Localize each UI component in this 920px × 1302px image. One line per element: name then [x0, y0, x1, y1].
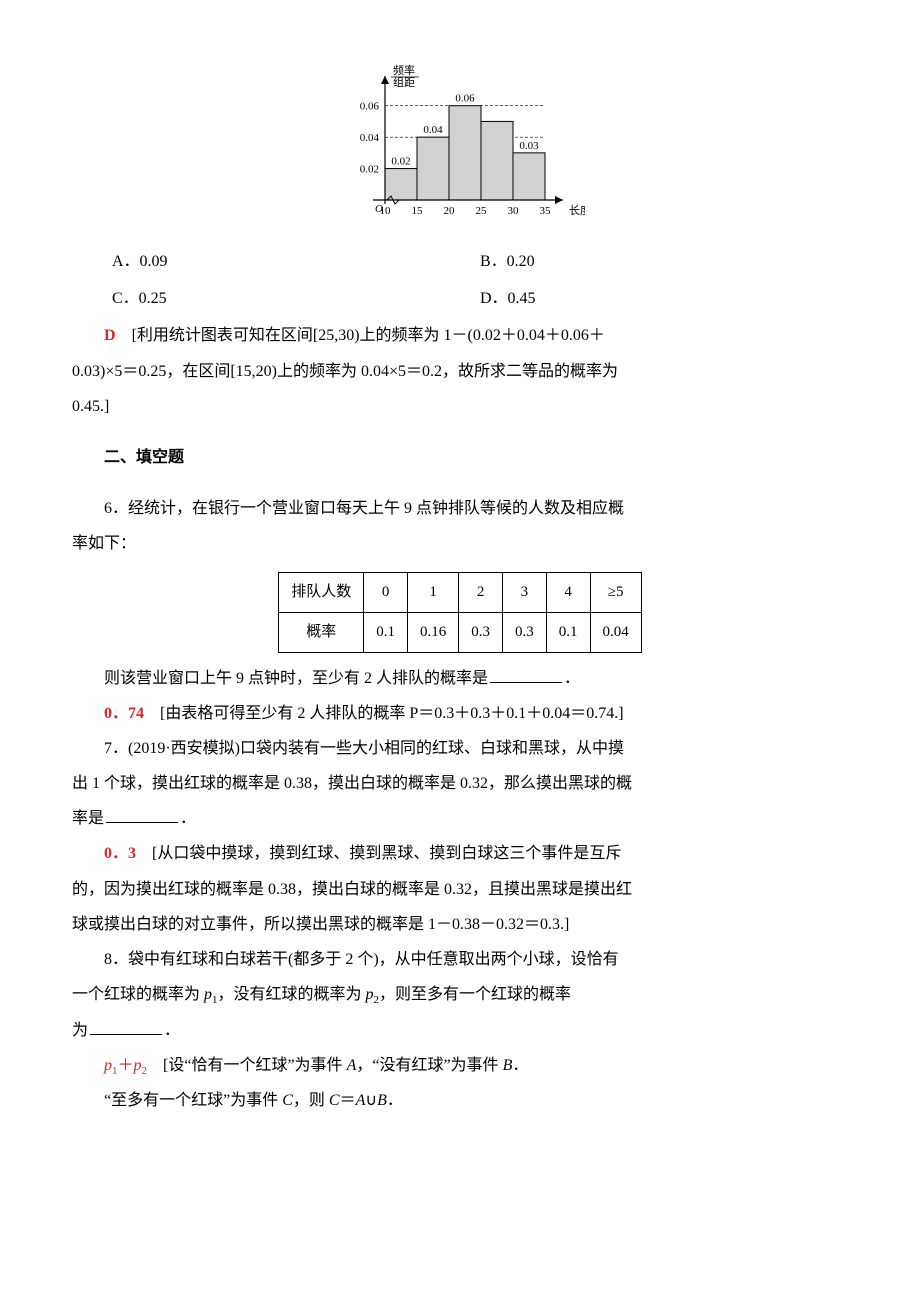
th-0: 排队人数: [279, 572, 364, 612]
svg-text:20: 20: [444, 205, 456, 217]
svg-text:0.04: 0.04: [360, 132, 380, 144]
ans-p2: p: [134, 1057, 142, 1074]
td-6: 0.04: [590, 612, 641, 652]
th-5: 4: [546, 572, 590, 612]
q8-ans-t1b: ，“没有红球”为事件: [356, 1057, 502, 1074]
q7-answer-line1: 0．3 [从口袋中摸球，摸到红球、摸到黑球、摸到白球这三个事件是互斥: [72, 836, 848, 871]
td-0: 概率: [279, 612, 364, 652]
q8-line3: 为．: [72, 1013, 848, 1048]
td-5: 0.1: [546, 612, 590, 652]
option-row-1: A．0.09 B．0.20: [72, 244, 848, 279]
ans-p1: p: [104, 1057, 112, 1074]
answer-letter-d: D: [104, 327, 116, 344]
table-row: 排队人数 0 1 2 3 4 ≥5: [279, 572, 642, 612]
q7-line3: 率是 ．: [72, 801, 848, 836]
svg-text:频率: 频率: [393, 63, 415, 77]
q8-ans-t2c: ＝: [340, 1092, 356, 1109]
th-1: 0: [364, 572, 408, 612]
q7-l3-pre: 率是: [72, 810, 104, 827]
td-4: 0.3: [503, 612, 547, 652]
var-B2: B: [377, 1092, 387, 1109]
blank: [90, 1018, 162, 1035]
svg-text:O: O: [375, 203, 383, 215]
solution-d-line2: 0.03)×5＝0.25，在区间[15,20)上的频率为 0.04×5＝0.2，…: [72, 354, 848, 389]
q6-line1: 6．经统计，在银行一个营业窗口每天上午 9 点钟排队等候的人数及相应概: [72, 491, 848, 526]
q8-answer-line1: p1＋p2 [设“恰有一个红球”为事件 A，“没有红球”为事件 B．: [72, 1048, 848, 1083]
q8-line2: 一个红球的概率为 p1，没有红球的概率为 p2，则至多有一个红球的概率: [72, 977, 848, 1012]
q7-line1: 7．(2019·西安模拟)口袋内装有一些大小相同的红球、白球和黑球，从中摸: [72, 731, 848, 766]
q7-ans-t1: [从口袋中摸球，摸到红球、摸到黑球、摸到白球这三个事件是互斥: [136, 845, 621, 862]
solution-d-line1: D [利用统计图表可知在区间[25,30)上的频率为 1－(0.02＋0.04＋…: [72, 318, 848, 353]
option-row-2: C．0.25 D．0.45: [72, 281, 848, 316]
q8-l3-pre: 为: [72, 1022, 88, 1039]
svg-text:0.06: 0.06: [360, 101, 380, 113]
q7-l3-post: ．: [180, 810, 196, 827]
svg-text:35: 35: [540, 205, 552, 217]
svg-text:0.03: 0.03: [519, 140, 539, 152]
histogram-chart: 0.020.040.060.020.040.060.03101520253035…: [72, 60, 848, 230]
blank: [106, 806, 178, 823]
th-6: ≥5: [590, 572, 641, 612]
td-2: 0.16: [408, 612, 459, 652]
var-A2: A: [356, 1092, 366, 1109]
histogram-svg: 0.020.040.060.020.040.060.03101520253035…: [335, 60, 585, 230]
option-b: B．0.20: [480, 244, 848, 279]
q6-table-wrap: 排队人数 0 1 2 3 4 ≥5 概率 0.1 0.16 0.3 0.3 0.…: [72, 572, 848, 653]
option-a: A．0.09: [112, 244, 480, 279]
svg-text:0.04: 0.04: [423, 124, 443, 136]
th-2: 1: [408, 572, 459, 612]
svg-text:0.06: 0.06: [455, 93, 475, 105]
option-c: C．0.25: [112, 281, 480, 316]
q8-l2c: ，则至多有一个红球的概率: [379, 986, 571, 1003]
q8-ans-t2d: ∪: [365, 1092, 377, 1109]
svg-text:30: 30: [508, 205, 520, 217]
var-p1: p: [204, 986, 212, 1003]
q8-l3-post: ．: [164, 1022, 180, 1039]
td-3: 0.3: [459, 612, 503, 652]
svg-text:25: 25: [476, 205, 488, 217]
q6-tail: 则该营业窗口上午 9 点钟时，至少有 2 人排队的概率是 ．: [72, 661, 848, 696]
q6-table: 排队人数 0 1 2 3 4 ≥5 概率 0.1 0.16 0.3 0.3 0.…: [278, 572, 642, 653]
q8-l2a: 一个红球的概率为: [72, 986, 204, 1003]
q8-ans-t1a: [设“恰有一个红球”为事件: [147, 1057, 347, 1074]
q8-ans-t1c: ．: [512, 1057, 528, 1074]
q6-ans-text: [由表格可得至少有 2 人排队的概率 P＝0.3＋0.3＋0.1＋0.04＝0.…: [144, 705, 624, 722]
q7-answer-line2: 的，因为摸出红球的概率是 0.38，摸出白球的概率是 0.32，且摸出黑球是摸出…: [72, 872, 848, 907]
solution-d-line3: 0.45.]: [72, 389, 848, 424]
q8-ans-t2e: ．: [387, 1092, 403, 1109]
blank: [490, 666, 562, 683]
var-p2: p: [366, 986, 374, 1003]
q6-tail-post: ．: [564, 670, 580, 687]
table-row: 概率 0.1 0.16 0.3 0.3 0.1 0.04: [279, 612, 642, 652]
section-2-title: 二、填空题: [72, 440, 848, 475]
var-A: A: [347, 1057, 357, 1074]
q8-answer-line2: “至多有一个红球”为事件 C，则 C＝A∪B．: [72, 1083, 848, 1118]
var-B: B: [503, 1057, 513, 1074]
th-4: 3: [503, 572, 547, 612]
ans-plus: ＋: [118, 1057, 134, 1074]
q7-answer-line3: 球或摸出白球的对立事件，所以摸出黑球的概率是 1－0.38－0.32＝0.3.]: [72, 907, 848, 942]
q8-line1: 8．袋中有红球和白球若干(都多于 2 个)，从中任意取出两个小球，设恰有: [72, 942, 848, 977]
sol-d-text1: [利用统计图表可知在区间[25,30)上的频率为 1－(0.02＋0.04＋0.…: [116, 327, 605, 344]
var-C: C: [282, 1092, 293, 1109]
q6-line2: 率如下：: [72, 526, 848, 561]
q8-l2b: ，没有红球的概率为: [218, 986, 366, 1003]
q7-ans-letter: 0．3: [104, 845, 136, 862]
q8-ans-t2b: ，则: [293, 1092, 329, 1109]
q8-ans-t2a: “至多有一个红球”为事件: [104, 1092, 282, 1109]
svg-text:15: 15: [412, 205, 424, 217]
q7-line2: 出 1 个球，摸出红球的概率是 0.38，摸出白球的概率是 0.32，那么摸出黑…: [72, 766, 848, 801]
q6-answer: 0．74 [由表格可得至少有 2 人排队的概率 P＝0.3＋0.3＋0.1＋0.…: [72, 696, 848, 731]
th-3: 2: [459, 572, 503, 612]
td-1: 0.1: [364, 612, 408, 652]
svg-text:0.02: 0.02: [391, 156, 410, 168]
var-C2: C: [329, 1092, 340, 1109]
q6-ans-letter: 0．74: [104, 705, 144, 722]
q6-tail-pre: 则该营业窗口上午 9 点钟时，至少有 2 人排队的概率是: [104, 670, 488, 687]
svg-text:0.02: 0.02: [360, 164, 379, 176]
option-d: D．0.45: [480, 281, 848, 316]
svg-text:长度/mm: 长度/mm: [569, 203, 585, 217]
